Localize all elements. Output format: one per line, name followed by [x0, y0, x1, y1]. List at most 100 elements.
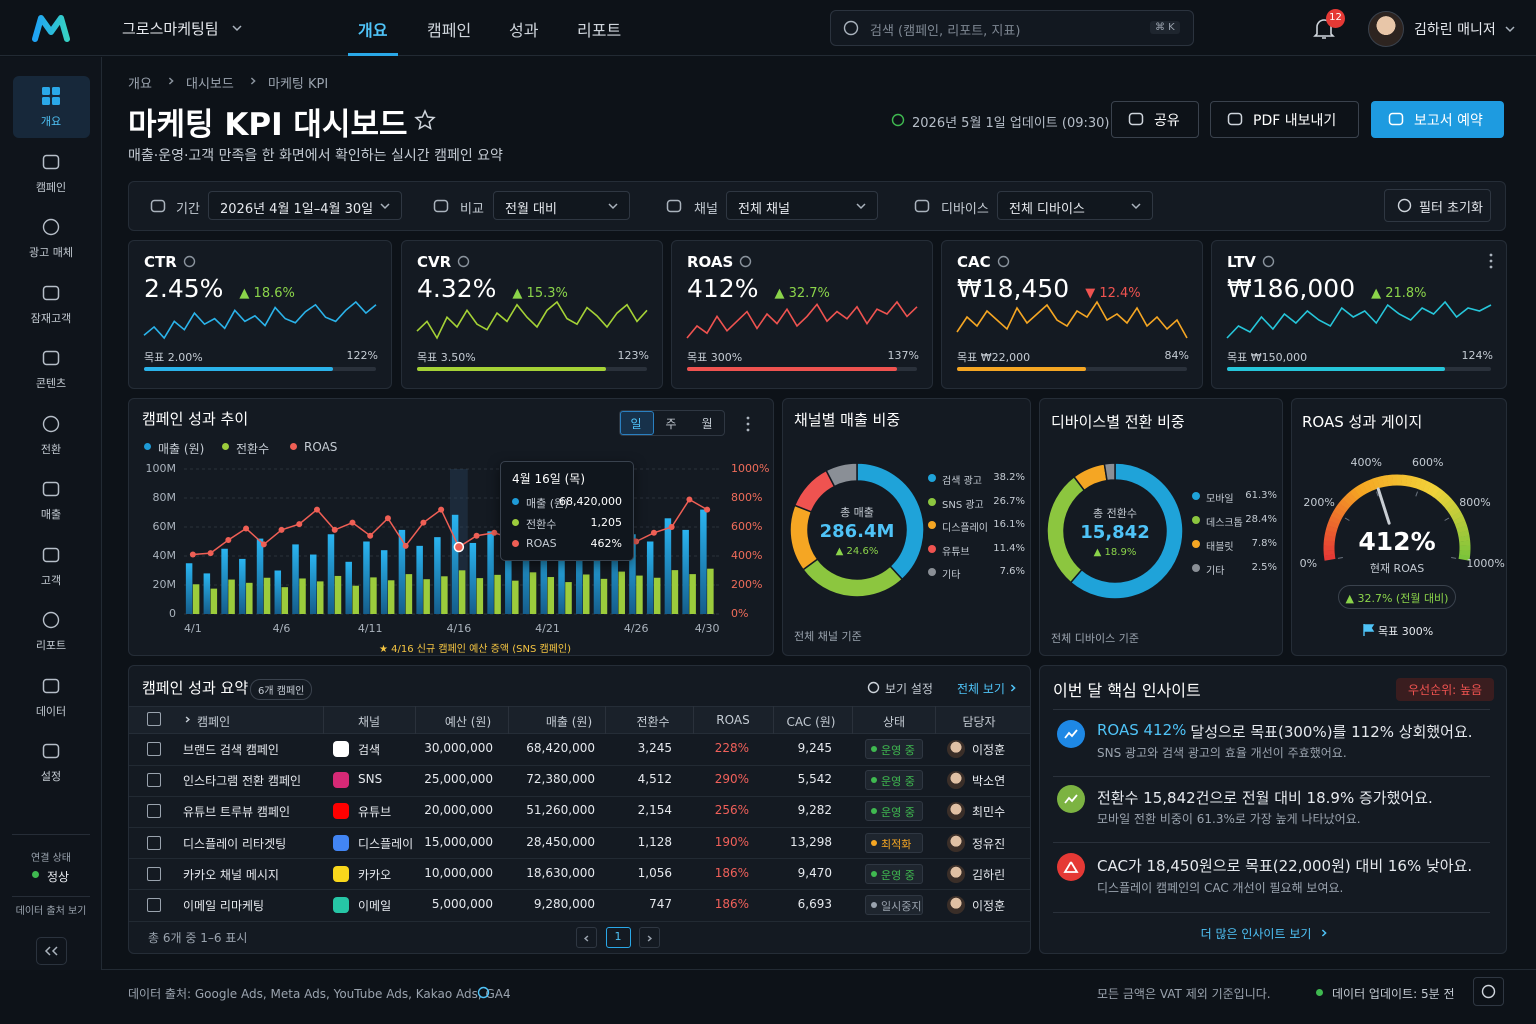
cell-revenue: 18,630,000	[526, 865, 595, 880]
bar	[469, 542, 477, 614]
sidebar-item[interactable]: 콘텐츠	[35, 377, 67, 390]
nav-item[interactable]: 개요	[358, 21, 388, 40]
icon	[928, 497, 936, 506]
nav-item[interactable]: 캠페인	[427, 21, 472, 40]
legend-label: 기타	[942, 570, 961, 581]
nav-item[interactable]: 리포트	[577, 21, 622, 40]
roas-point	[704, 506, 711, 513]
table-view-all[interactable]: 전체 보기	[957, 682, 1005, 696]
gauge-tick-label: 600%	[1412, 456, 1444, 470]
icon-shape	[928, 544, 936, 553]
chart-menu	[746, 416, 750, 432]
nav-item[interactable]: 성과	[509, 21, 539, 40]
status-pill	[865, 770, 923, 791]
sidebar-item[interactable]: 캠페인	[35, 180, 67, 194]
sidebar-item[interactable]: 전환	[40, 442, 62, 456]
bar	[558, 556, 565, 614]
insight-headline: CAC가 18,450원으로 목표(22,000원) 대비 16% 낮아요.	[1097, 855, 1497, 875]
bar	[398, 529, 406, 614]
roas-point	[453, 541, 465, 553]
breadcrumb-item[interactable]: 개요	[128, 77, 152, 92]
cell-budget: 5,000,000	[431, 897, 493, 911]
row-checkbox[interactable]	[147, 898, 161, 912]
search-box[interactable]	[830, 10, 1194, 46]
icon	[871, 839, 877, 846]
icon	[871, 870, 877, 877]
collapse-button[interactable]	[36, 937, 67, 965]
campaign-name[interactable]: 카카오 채널 메시지	[183, 867, 279, 882]
sidebar-item[interactable]: 광고 매체	[29, 246, 73, 259]
filter-select[interactable]	[997, 191, 1153, 220]
table-settings[interactable]: 보기 설정	[885, 682, 933, 696]
filter-value: 전월 대비	[505, 202, 557, 217]
bar	[210, 588, 218, 614]
gauge-arc	[1328, 515, 1341, 525]
row-checkbox[interactable]	[147, 804, 161, 819]
sidebar-active-bg[interactable]	[13, 76, 90, 138]
row-checkbox[interactable]	[147, 742, 161, 756]
sidebar-item[interactable]: 설정	[40, 770, 62, 783]
gauge-arc	[1457, 530, 1470, 538]
user-name[interactable]: 김하린 매니저	[1414, 22, 1496, 38]
icon-shape	[32, 871, 39, 878]
row-checkbox[interactable]	[147, 866, 161, 881]
prev-page[interactable]	[576, 927, 597, 948]
period-option[interactable]: 월	[701, 417, 713, 431]
breadcrumb-item[interactable]: 대시보드	[186, 77, 234, 92]
breadcrumb-item[interactable]: 마케팅 KPI	[268, 77, 329, 92]
roas-point	[473, 532, 480, 539]
kpi-target: 목표 3.50%	[417, 351, 476, 364]
insight-highlight: ROAS 412%	[1097, 721, 1187, 739]
sidebar-item[interactable]: 고객	[40, 573, 62, 587]
channel-icon	[333, 897, 349, 913]
bar	[221, 548, 228, 614]
data-source-link[interactable]: 데이터 출처 보기	[15, 906, 87, 917]
campaign-name[interactable]: 브랜드 검색 캠페인	[183, 743, 279, 757]
donut-center-label: 총 매출	[840, 506, 874, 519]
row-checkbox[interactable]	[147, 773, 161, 788]
period-option[interactable]: 일	[630, 417, 642, 431]
campaign-name[interactable]: 이메일 리마케팅	[183, 899, 265, 913]
row-checkbox[interactable]	[147, 835, 161, 850]
y-tick-label: 80M	[152, 491, 177, 504]
sidebar-item[interactable]: 잠재고객	[30, 311, 72, 325]
action-button[interactable]	[1210, 101, 1359, 138]
donut-chart	[1046, 462, 1184, 600]
kpi-value-row: 2.45% ▲ 18.6%	[144, 274, 376, 308]
sidebar-item[interactable]: 개요	[40, 115, 62, 128]
filter-select[interactable]	[726, 191, 878, 220]
sidebar-item[interactable]: 리포트	[35, 639, 67, 652]
y2-tick-label: 800%	[731, 491, 763, 504]
icon-shape	[871, 746, 877, 752]
current-page-box[interactable]	[606, 927, 631, 948]
gauge-tick	[1344, 517, 1350, 521]
sidebar-item[interactable]: 데이터	[35, 704, 67, 718]
brand[interactable]: 그로스마케팅팀	[122, 20, 219, 38]
legend-label: 전환수	[236, 442, 270, 456]
icon	[1397, 198, 1412, 213]
filter-reset-button[interactable]	[1384, 189, 1491, 222]
column-header: 캠페인	[197, 715, 231, 729]
insights-more[interactable]: 더 많은 인사이트 보기	[1200, 927, 1312, 941]
campaign-name[interactable]: 유튜브 트루뷰 캠페인	[183, 805, 290, 820]
flag-icon	[1363, 624, 1375, 636]
sidebar-divider	[12, 896, 90, 897]
icon	[433, 199, 449, 213]
action-button[interactable]	[1371, 101, 1504, 138]
icon	[42, 218, 60, 236]
user-avatar[interactable]	[1368, 11, 1404, 47]
refresh-button[interactable]	[1473, 977, 1504, 1006]
campaign-name[interactable]: 디스플레이 리타겟팅	[183, 836, 287, 851]
bar	[416, 545, 423, 614]
period-option[interactable]: 주	[665, 417, 677, 431]
filter-select[interactable]	[208, 191, 402, 220]
filter-select[interactable]	[493, 191, 630, 220]
logo	[32, 15, 70, 42]
action-button[interactable]	[1111, 101, 1199, 138]
header-checkbox[interactable]	[147, 712, 161, 726]
gauge-arc	[1456, 525, 1469, 534]
sidebar-item[interactable]: 매출	[40, 508, 62, 521]
campaign-name[interactable]: 인스타그램 전환 캠페인	[183, 774, 302, 789]
next-page[interactable]	[639, 927, 660, 948]
chevron-icon	[647, 934, 652, 942]
